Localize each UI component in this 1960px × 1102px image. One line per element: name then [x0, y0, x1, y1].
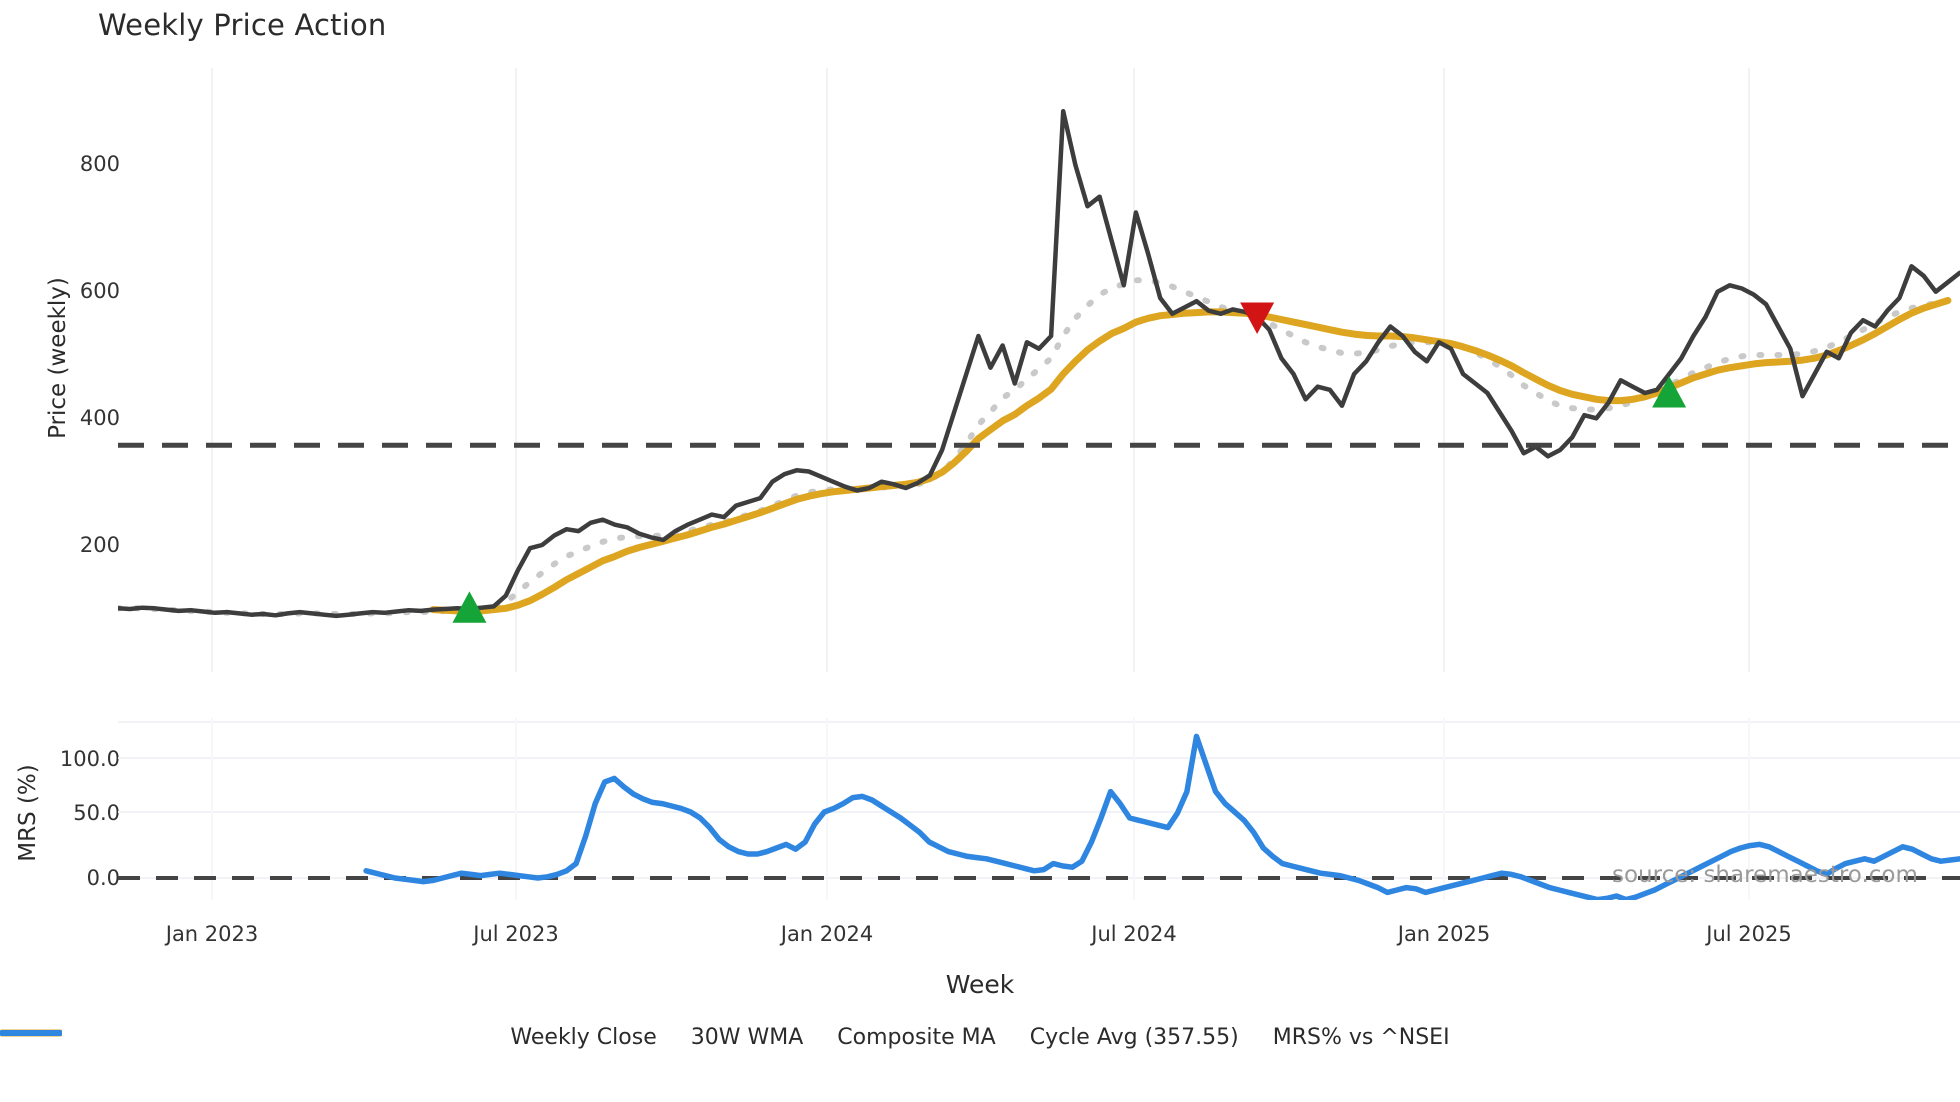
legend-label-mrs-percent: MRS% vs ^NSEI	[1272, 1025, 1450, 1050]
legend-label-composite-ma: Composite MA	[837, 1025, 996, 1050]
price-ytick-200: 200	[79, 533, 120, 557]
xtick-jul-2024: Jul 2024	[1091, 922, 1177, 946]
series-mrs-percent	[363, 733, 1960, 900]
xtick-jan-2023: Jan 2023	[165, 922, 259, 946]
price-ytick-400: 400	[79, 406, 120, 430]
mrs-ytick-100: 100.0	[59, 747, 120, 771]
series-30w-wma	[429, 297, 1952, 615]
legend-swatch-mrs-percent	[0, 1030, 62, 1036]
xtick-jul-2023: Jul 2023	[473, 922, 559, 946]
series-weekly-close	[118, 108, 1960, 619]
mrs-ytick-0: 0.0	[86, 866, 120, 890]
buy-marker	[1652, 376, 1687, 408]
legend-label-weekly-close: Weekly Close	[510, 1025, 657, 1050]
price-ytick-600: 600	[79, 279, 120, 303]
trade-markers	[452, 302, 1687, 623]
legend-item-mrs-percent[interactable]: MRS% vs ^NSEI	[0, 1025, 1450, 1050]
x-axis-label: Week	[945, 970, 1015, 999]
chart-legend: Weekly Close 30W WMA Composite MA Cycle …	[0, 1025, 1960, 1050]
buy-marker	[452, 591, 487, 623]
xtick-jul-2025: Jul 2025	[1706, 922, 1792, 946]
legend-item-weekly-close[interactable]: Weekly Close	[0, 1025, 657, 1050]
legend-item-cycle-avg[interactable]: Cycle Avg (357.55)	[2, 1025, 1239, 1050]
legend-label-cycle-avg: Cycle Avg (357.55)	[1029, 1025, 1239, 1050]
mrs-ytick-50: 50.0	[73, 801, 120, 825]
xtick-jan-2024: Jan 2024	[780, 922, 874, 946]
xtick-jan-2025: Jan 2025	[1397, 922, 1491, 946]
legend-label-30w-wma: 30W WMA	[690, 1025, 804, 1050]
legend-item-composite-ma[interactable]: Composite MA	[0, 1025, 996, 1050]
legend-item-30w-wma[interactable]: 30W WMA	[0, 1025, 804, 1050]
price-ytick-800: 800	[79, 152, 120, 176]
sell-marker	[1240, 302, 1275, 334]
page-title: Weekly Price Action	[98, 8, 387, 42]
mrs-grid-vertical	[211, 718, 1750, 900]
source-watermark: source: sharemaestro.com	[1612, 862, 1918, 888]
mrs-grid	[118, 721, 1960, 879]
